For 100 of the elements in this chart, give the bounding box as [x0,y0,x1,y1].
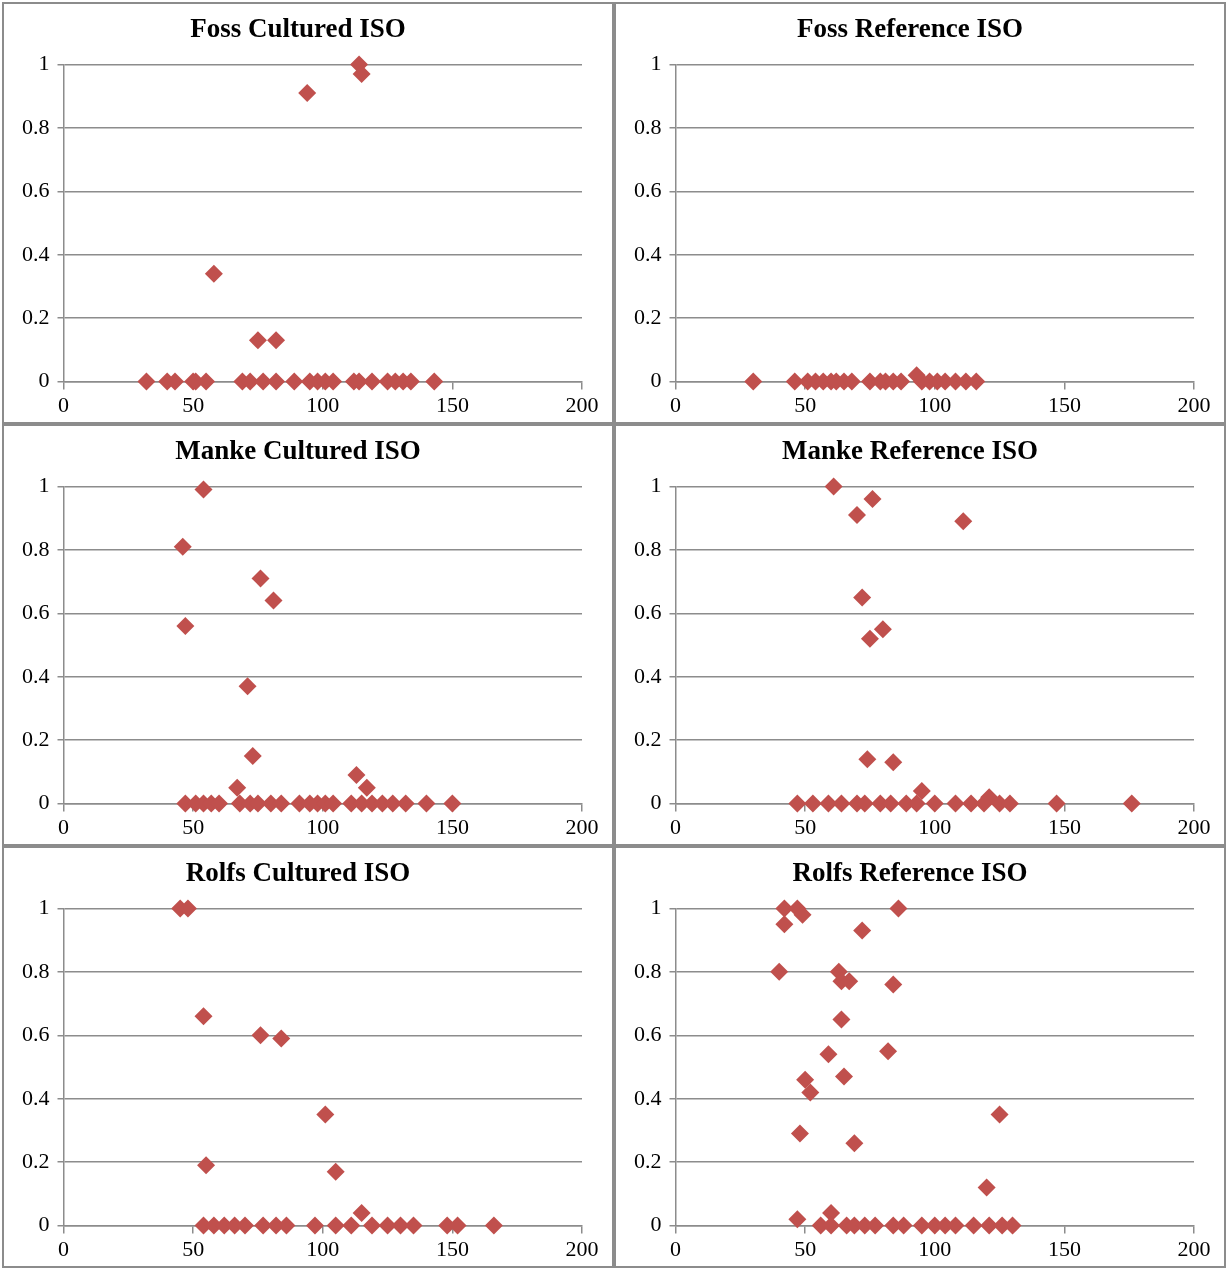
y-tick-label: 0 [650,789,662,815]
point [298,83,317,102]
point [788,794,807,813]
y-tick-label: 1 [650,50,662,76]
y-tick-label: 0.2 [634,725,662,751]
point [342,1216,361,1235]
point [847,505,866,524]
point [285,372,304,391]
point [775,915,794,934]
point [1047,794,1066,813]
y-tick-label: 0.6 [634,177,662,203]
x-tick-label: 100 [918,1235,952,1261]
y-tick-label: 0.2 [22,725,50,751]
point [790,1124,809,1143]
y-tick-label: 0.8 [22,535,50,561]
y-tick-label: 0.4 [22,240,50,266]
point [884,753,903,772]
x-tick-label: 50 [182,1235,205,1261]
point [803,794,822,813]
x-tick-label: 50 [794,391,817,417]
point [912,781,931,800]
point [326,1216,345,1235]
x-tick-label: 0 [58,1235,69,1261]
y-tick-label: 0.4 [22,1084,50,1110]
point [860,629,879,648]
x-tick-label: 150 [1047,813,1081,839]
point [954,512,973,531]
y-tick-label: 0 [650,367,662,393]
y-tick-label: 0 [38,367,50,393]
point [194,1007,213,1026]
point [316,1105,335,1124]
x-tick-label: 0 [58,391,69,417]
point [796,1070,815,1089]
point [251,1026,270,1045]
point [347,766,366,785]
point [977,1178,996,1197]
point [879,1042,898,1061]
point [822,1203,841,1222]
point [352,1203,371,1222]
point [964,1216,983,1235]
point [858,750,877,769]
point [137,372,156,391]
chart-title: Foss Cultured ISO [190,13,406,44]
x-tick-label: 0 [670,813,681,839]
x-tick-label: 50 [182,813,205,839]
y-tick-label: 0 [38,789,50,815]
point [228,778,247,797]
point [788,1210,807,1229]
x-tick-label: 0 [670,391,681,417]
x-tick-label: 100 [918,813,952,839]
chart-title: Manke Reference ISO [782,435,1038,466]
point [267,331,286,350]
y-tick-label: 1 [650,894,662,920]
x-tick-label: 100 [306,1235,340,1261]
x-tick-label: 0 [670,1235,681,1261]
x-tick-label: 200 [1177,1235,1211,1261]
y-tick-label: 0.6 [22,599,50,625]
x-tick-label: 200 [1177,391,1211,417]
y-tick-label: 0.6 [22,177,50,203]
x-tick-label: 200 [565,1235,599,1261]
point [484,1216,503,1235]
x-tick-label: 150 [1047,1235,1081,1261]
point [873,620,892,639]
x-tick-label: 150 [435,813,469,839]
x-tick-label: 200 [565,391,599,417]
point [248,331,267,350]
x-tick-label: 50 [794,813,817,839]
y-tick-label: 0.8 [634,113,662,139]
y-tick-label: 0.4 [634,240,662,266]
y-tick-label: 1 [650,472,662,498]
x-tick-label: 100 [306,391,340,417]
y-tick-label: 0.8 [634,957,662,983]
point [176,616,195,635]
point [925,794,944,813]
point [194,480,213,499]
chart-title: Foss Reference ISO [797,13,1023,44]
point [197,1156,216,1175]
y-tick-label: 0.2 [22,303,50,329]
point [863,490,882,509]
point [832,1010,851,1029]
x-tick-label: 200 [1177,813,1211,839]
point [819,1045,838,1064]
x-tick-label: 50 [182,391,205,417]
y-tick-label: 0.6 [634,1021,662,1047]
point [425,372,444,391]
y-tick-label: 0.4 [634,662,662,688]
y-tick-label: 1 [38,50,50,76]
chart-title: Manke Cultured ISO [175,435,421,466]
y-tick-label: 0.6 [22,1021,50,1047]
y-tick-label: 0.4 [634,1084,662,1110]
x-tick-label: 100 [918,391,952,417]
x-tick-label: 50 [794,1235,817,1261]
point [912,1216,931,1235]
chart-title: Rolfs Cultured ISO [185,857,411,888]
y-tick-label: 0.8 [634,535,662,561]
point [251,569,270,588]
point [363,1216,382,1235]
y-tick-label: 0.8 [22,113,50,139]
x-tick-label: 150 [1047,391,1081,417]
point [946,794,965,813]
